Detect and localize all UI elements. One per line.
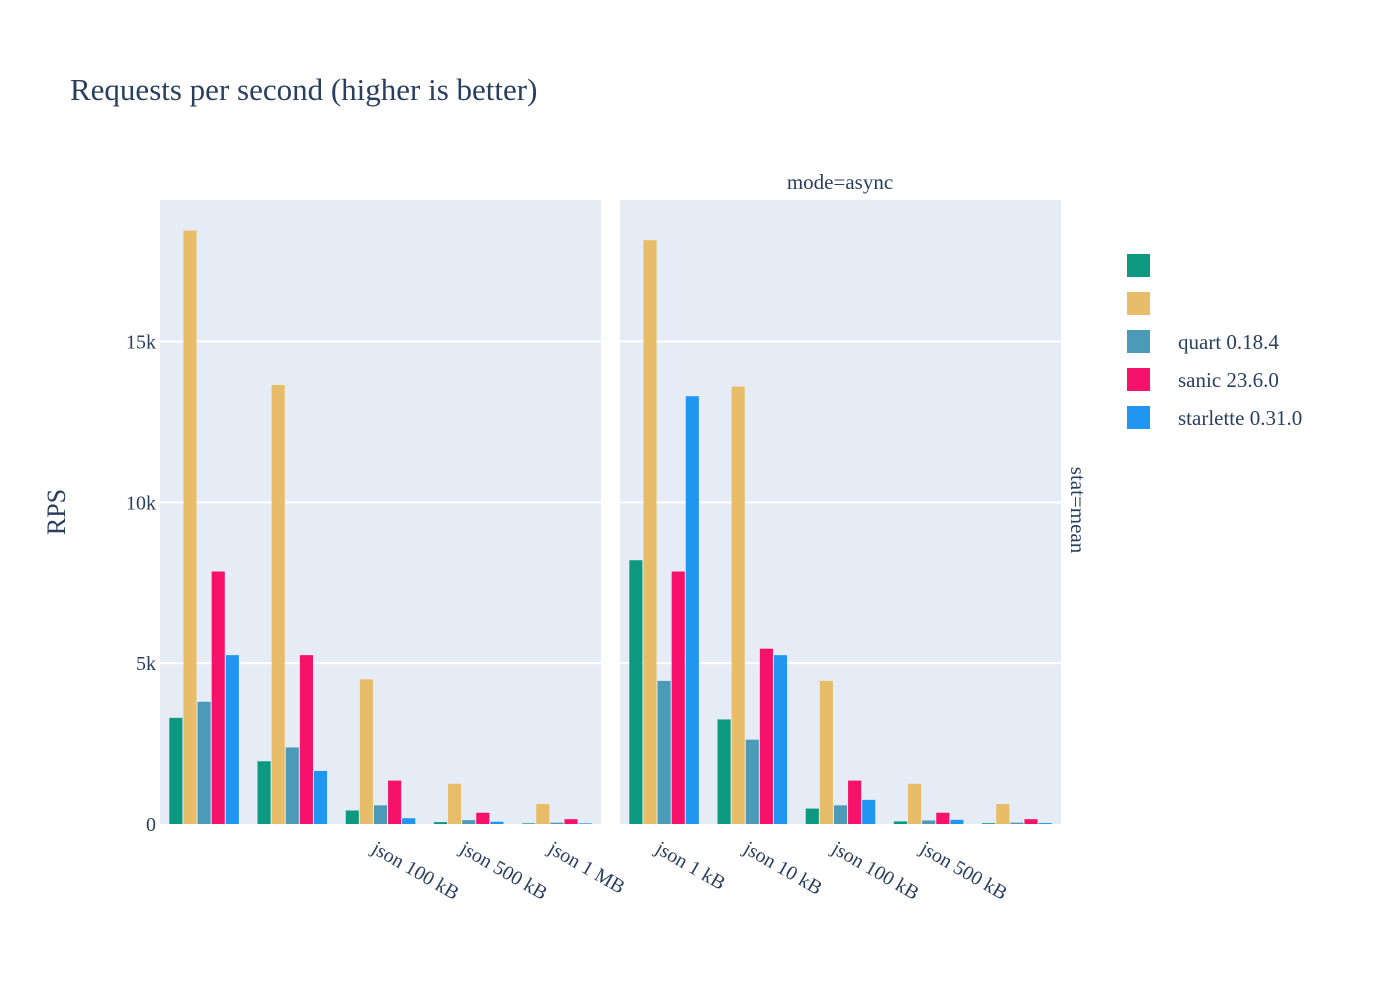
x-tick-label: json 1 MB [544,837,629,899]
legend-swatch [1127,330,1150,353]
bar [833,805,848,824]
bar [388,780,402,824]
chart-title: Requests per second (higher is better) [70,72,537,107]
bar [536,804,550,824]
bar [893,821,908,824]
legend-swatch [1127,254,1150,277]
bar [359,679,373,824]
bar [490,821,504,824]
y-tick-label: 0 [146,814,156,836]
y-tick-label: 5k [136,653,156,675]
bar [759,648,773,824]
bar [1024,819,1038,824]
y-tick-label: 10k [126,492,156,514]
bar [564,819,578,824]
legend-label: quart 0.18.4 [1178,330,1279,354]
bar [313,770,328,824]
bar [671,571,685,824]
x-tick-label: json 1 kB [651,837,729,895]
y-tick-label: 15k [126,332,156,354]
bar [819,680,833,824]
legend-swatch [1127,368,1150,391]
bar [402,818,416,824]
bars-right [629,240,1052,825]
bar [183,230,197,824]
bar [373,805,388,824]
bar [805,808,819,824]
bar [211,571,225,824]
bar [299,655,313,824]
x-tick-label: json 100 kB [827,837,923,905]
bar [225,655,239,824]
bar [936,812,950,824]
legend-swatch [1127,406,1150,429]
bar [271,384,285,824]
bar [197,701,211,824]
bar [462,820,476,824]
bar [476,812,490,824]
bar [629,560,643,824]
legend: quart 0.18.4 sanic 23.6.0 starlette 0.31.0 [1127,254,1302,430]
bar [1010,822,1024,824]
legend-swatch [1127,292,1150,315]
bar [433,822,448,824]
bar [745,739,759,824]
bar [982,823,996,824]
bar [257,761,271,824]
bar [922,820,936,824]
bar [1038,823,1052,824]
bar [950,819,964,824]
bar [908,783,922,824]
bar [731,386,745,824]
bar [773,655,788,824]
bar [717,719,731,824]
legend-label: sanic 23.6.0 [1178,368,1279,392]
x-tick-label: json 100 kB [367,837,463,905]
bar [685,396,699,824]
bar [285,747,299,824]
bar [522,823,536,824]
y-ticks: 0 5k 10k 15k [126,332,156,836]
y-axis-title: RPS [42,489,71,535]
bars-left [169,230,592,824]
legend-label: starlette 0.31.0 [1178,406,1302,430]
row-facet-label: stat=mean [1066,467,1090,554]
bar [996,804,1010,824]
bar [550,822,564,824]
x-tick-label: json 500 kB [915,837,1011,905]
bar [643,240,657,825]
bar [448,783,462,824]
facet-label-right: mode=async [787,170,893,194]
bar [169,717,183,824]
bar [862,799,876,824]
bar [578,823,592,824]
bar [848,780,862,824]
x-tick-label: json 500 kB [455,837,551,905]
bar [657,680,671,824]
bar [345,810,359,824]
x-tick-label: json 10 kB [739,837,826,900]
